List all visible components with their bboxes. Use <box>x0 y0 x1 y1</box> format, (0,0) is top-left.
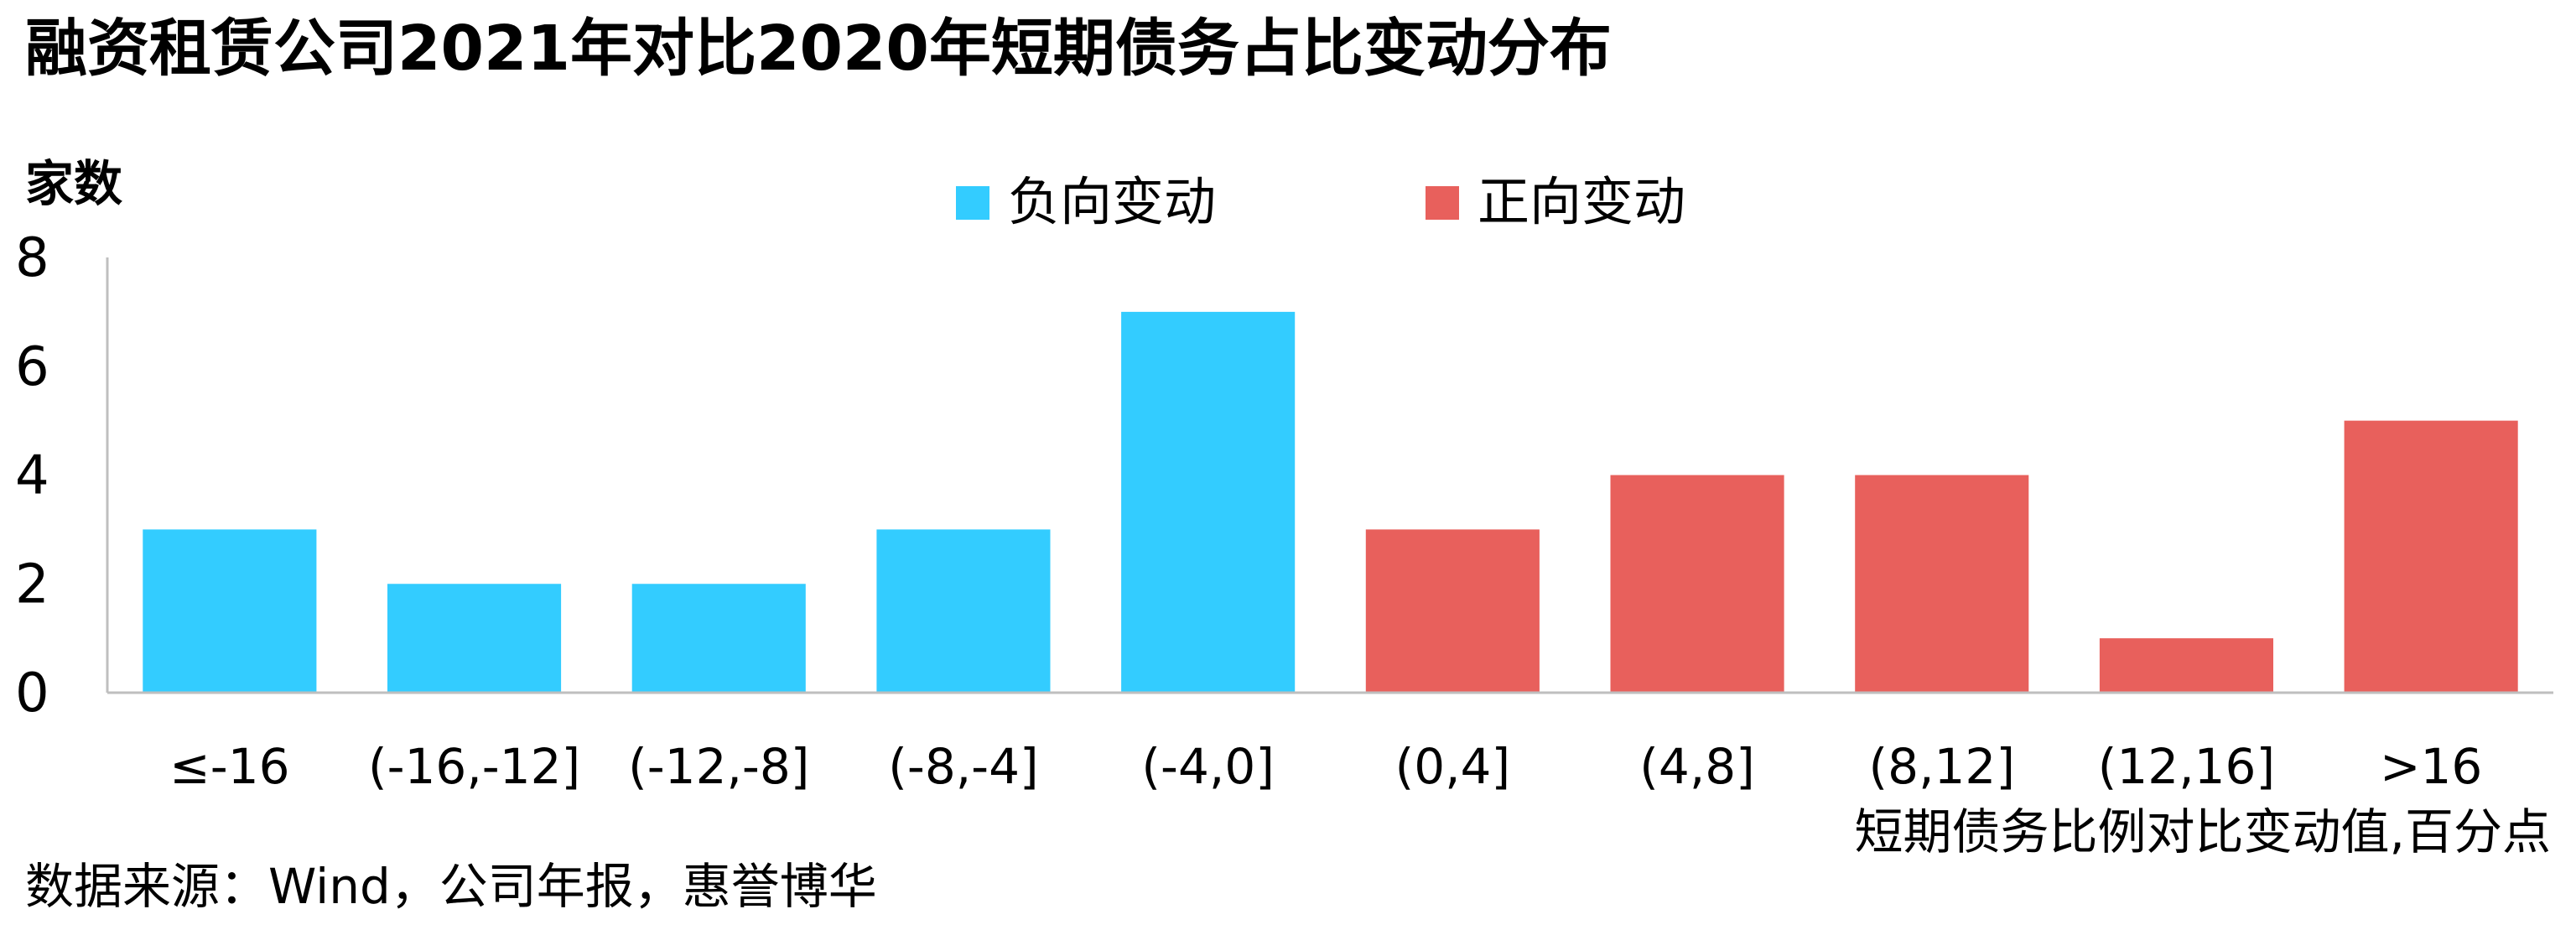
source-note: 数据来源：Wind，公司年报，惠誉博华 <box>25 858 877 915</box>
x-tick-label: ≤-16 <box>169 738 289 795</box>
legend-swatch-negative <box>956 186 989 220</box>
bar-negative-4 <box>1121 311 1296 693</box>
x-tick-label: (12,16] <box>2098 738 2275 795</box>
legend-label-negative: 负向变动 <box>1008 171 1216 232</box>
x-tick-label: (-12,-8] <box>628 738 809 795</box>
y-tick-label: 2 <box>15 553 49 616</box>
x-tick-label: (-8,-4] <box>888 738 1038 795</box>
y-tick-label: 4 <box>15 445 49 507</box>
y-axis-ticks: 0 2 4 6 8 <box>15 227 49 725</box>
bar-positive-9 <box>2344 420 2518 693</box>
y-tick-label: 8 <box>15 227 49 289</box>
x-tick-label: (-16,-12] <box>368 738 580 795</box>
x-tick-label: (8,12] <box>1869 738 2015 795</box>
bar-negative-0 <box>143 529 317 693</box>
x-tick-label: >16 <box>2380 738 2482 795</box>
legend-swatch-positive <box>1426 186 1459 220</box>
bar-positive-8 <box>2099 638 2274 693</box>
chart-title: 融资租赁公司2021年对比2020年短期债务占比变动分布 <box>25 13 1612 85</box>
y-axis-label: 家数 <box>25 155 123 212</box>
bar-positive-5 <box>1365 529 1540 693</box>
x-axis-ticks: ≤-16 (-16,-12] (-12,-8] (-8,-4] (-4,0] (0,4] (… <box>169 738 2482 795</box>
bar-negative-1 <box>387 584 562 693</box>
legend-label-positive: 正向变动 <box>1478 171 1685 232</box>
bar-negative-3 <box>876 529 1051 693</box>
bars <box>143 311 2518 693</box>
legend: 负向变动 正向变动 <box>956 171 1685 232</box>
x-axis-label: 短期债务比例对比变动值,百分点 <box>1854 803 2551 860</box>
x-tick-label: (0,4] <box>1395 738 1511 795</box>
y-tick-label: 6 <box>15 336 49 398</box>
bar-positive-6 <box>1610 475 1784 693</box>
x-tick-label: (-4,0] <box>1141 738 1274 795</box>
x-tick-label: (4,8] <box>1639 738 1755 795</box>
y-tick-label: 0 <box>15 662 49 725</box>
bar-negative-2 <box>631 584 806 693</box>
bar-positive-7 <box>1855 475 2029 693</box>
